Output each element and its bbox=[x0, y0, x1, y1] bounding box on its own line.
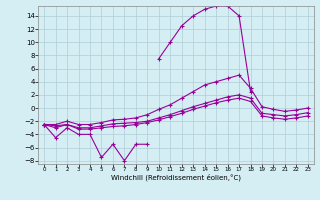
X-axis label: Windchill (Refroidissement éolien,°C): Windchill (Refroidissement éolien,°C) bbox=[111, 174, 241, 181]
